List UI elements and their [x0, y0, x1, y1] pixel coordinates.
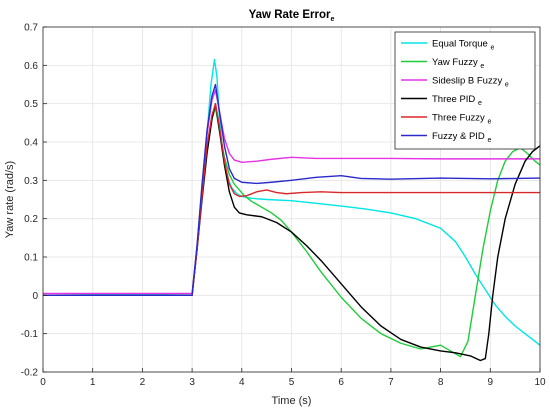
- legend-entry: Three PID e: [432, 94, 482, 107]
- legend-entry-subscript: e: [480, 63, 484, 70]
- legend-entry-subscript: e: [487, 137, 491, 144]
- y-tick-label: 0.4: [24, 138, 38, 149]
- tick-labels: 0 1 2 3 4 5 6 7 8 9 10 -0.2 -0.1 0 0.1 0.2 0.3 0.4 0.5 0.6 0…: [21, 23, 546, 389]
- chart-title-subscript: e: [330, 16, 334, 23]
- legend-entry-subscript: e: [487, 119, 491, 126]
- x-tick-label: 5: [289, 377, 295, 388]
- chart-title: Yaw Rate Errore: [249, 9, 335, 23]
- y-tick-label: 0.7: [24, 23, 38, 34]
- x-tick-label: 4: [239, 377, 245, 388]
- y-tick-label: 0.5: [24, 99, 38, 110]
- chart-title-text: Yaw Rate Error: [249, 9, 331, 21]
- x-tick-label: 10: [534, 377, 546, 388]
- x-axis-label: Time (s): [272, 395, 312, 407]
- legend-entry-name: Three Fuzzy: [432, 113, 487, 124]
- y-axis-label: Yaw rate (rad/s): [4, 161, 16, 238]
- y-tick-label: 0.1: [24, 253, 38, 264]
- legend-entry: Yaw Fuzzy e: [432, 57, 484, 70]
- x-tick-label: 0: [40, 377, 46, 388]
- y-tick-label: -0.1: [21, 329, 39, 340]
- legend-entry: Equal Torque e: [432, 39, 494, 52]
- x-tick-label: 1: [90, 377, 96, 388]
- series-line-5: [43, 102, 540, 297]
- legend-entry-subscript: e: [478, 100, 482, 107]
- legend-entry-name: Fuzzy & PID: [432, 131, 487, 142]
- legend-entry-name: Yaw Fuzzy: [432, 57, 480, 68]
- y-tick-label: 0.2: [24, 214, 38, 225]
- legend-entry-subscript: e: [505, 82, 509, 89]
- x-tick-label: 2: [140, 377, 146, 388]
- x-tick-label: 9: [488, 377, 494, 388]
- x-tick-label: 6: [338, 377, 344, 388]
- legend-entry: Fuzzy & PID e: [432, 131, 491, 144]
- y-tick-label: 0.6: [24, 61, 38, 72]
- legend-box: [394, 31, 536, 150]
- series-group: [43, 58, 540, 362]
- x-tick-label: 7: [388, 377, 394, 388]
- x-tick-label: 8: [438, 377, 444, 388]
- legend-entry-name: Equal Torque: [432, 39, 490, 50]
- legend-entry-subscript: e: [490, 45, 494, 52]
- legend-entry: Three Fuzzy e: [432, 113, 491, 126]
- legend-entry: Sideslip B Fuzzy e: [432, 76, 509, 89]
- series-line-6: [43, 83, 540, 297]
- x-tick-label: 3: [189, 377, 195, 388]
- legend-entry-name: Sideslip B Fuzzy: [432, 76, 505, 87]
- y-tick-label: -0.2: [21, 368, 39, 379]
- legend-entry-name: Three PID: [432, 94, 478, 105]
- y-tick-label: 0: [32, 291, 38, 302]
- y-tick-label: 0.3: [24, 176, 38, 187]
